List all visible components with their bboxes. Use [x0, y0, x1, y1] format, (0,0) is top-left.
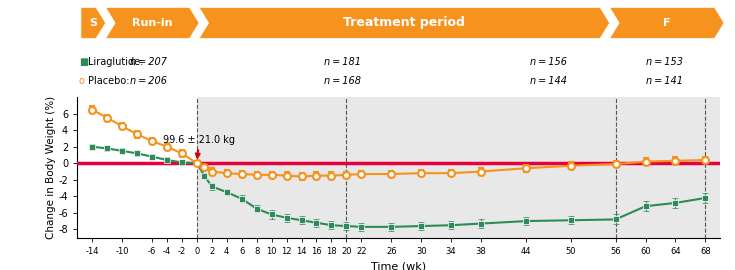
- Text: n = 153: n = 153: [646, 57, 683, 67]
- Text: n = 144: n = 144: [530, 76, 567, 86]
- Text: o: o: [79, 76, 85, 86]
- Text: n = 206: n = 206: [129, 76, 167, 86]
- Text: Treatment period: Treatment period: [343, 16, 465, 29]
- Text: ■: ■: [79, 57, 88, 67]
- Text: Placebo:: Placebo:: [88, 76, 129, 86]
- Text: n = 181: n = 181: [324, 57, 361, 67]
- X-axis label: Time (wk): Time (wk): [371, 261, 426, 270]
- Text: n = 156: n = 156: [530, 57, 567, 67]
- Text: Run-in: Run-in: [132, 18, 173, 28]
- Text: S: S: [89, 18, 97, 28]
- Text: n = 141: n = 141: [646, 76, 683, 86]
- Text: 99.6 ± 21.0 kg: 99.6 ± 21.0 kg: [163, 135, 235, 157]
- Y-axis label: Change in Body Weight (%): Change in Body Weight (%): [46, 96, 56, 239]
- Text: F: F: [663, 18, 670, 28]
- Text: n = 168: n = 168: [324, 76, 361, 86]
- Text: n = 207: n = 207: [129, 57, 167, 67]
- Bar: [197, 97, 735, 238]
- Text: Liraglutide:: Liraglutide:: [88, 57, 143, 67]
